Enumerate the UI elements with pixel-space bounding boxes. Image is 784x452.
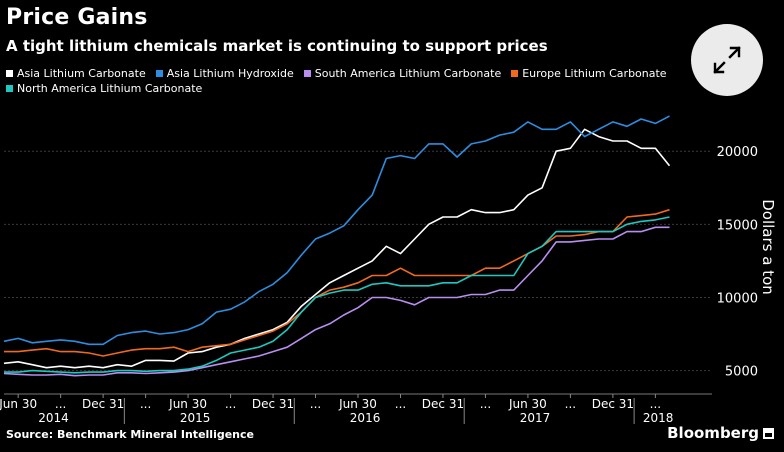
legend: Asia Lithium Carbonate Asia Lithium Hydro… (6, 66, 706, 96)
legend-item: Europe Lithium Carbonate (511, 66, 667, 81)
series-line (3, 115, 670, 346)
x-tick-label: ... (310, 397, 321, 411)
legend-item: Asia Lithium Hydroxide (155, 66, 294, 81)
chart-title: Price Gains (6, 5, 148, 30)
x-tick-label: ... (55, 397, 66, 411)
x-tick-label: ... (565, 397, 576, 411)
y-tick-label: 20000 (717, 145, 758, 160)
legend-swatch (155, 70, 163, 77)
legend-swatch (6, 85, 13, 92)
x-tick-label: ... (650, 397, 661, 411)
series-line (3, 128, 671, 369)
y-tick-label: 5000 (725, 365, 758, 380)
bloomberg-logo: Bloomberg (667, 424, 774, 442)
legend-label: Europe Lithium Carbonate (522, 67, 667, 80)
chart-subtitle: A tight lithium chemicals market is cont… (6, 37, 548, 55)
x-tick-label: Dec 31 (592, 397, 634, 411)
year-label: 2015 (180, 411, 211, 425)
series-line (4, 208, 670, 357)
x-tick-label: Jun 30 (508, 397, 547, 411)
legend-label: Asia Lithium Hydroxide (166, 67, 294, 80)
series-line (3, 226, 670, 377)
legend-item: North America Lithium Carbonate (6, 81, 202, 96)
x-tick-label: Jun 30 (0, 397, 37, 411)
brand-name: Bloomberg (667, 424, 759, 442)
expand-button[interactable] (691, 24, 763, 96)
year-label: 2014 (38, 411, 69, 425)
x-tick-label: Dec 31 (252, 397, 294, 411)
x-tick-label: Dec 31 (82, 397, 124, 411)
legend-item: Asia Lithium Carbonate (6, 66, 146, 81)
legend-label: Asia Lithium Carbonate (17, 67, 146, 80)
legend-swatch (303, 70, 311, 77)
expand-icon (713, 46, 741, 74)
y-tick-label: 10000 (717, 291, 758, 306)
legend-swatch (511, 70, 519, 77)
legend-label: North America Lithium Carbonate (17, 82, 203, 95)
x-tick-label: ... (480, 397, 491, 411)
x-tick-label: ... (395, 397, 406, 411)
y-axis-label: Dollars a ton (759, 199, 777, 295)
year-label: 2018 (643, 411, 674, 425)
year-label: 2016 (350, 411, 381, 425)
x-tick-label: Dec 31 (422, 397, 464, 411)
legend-label: South America Lithium Carbonate (314, 67, 502, 80)
x-tick-label: Jun 30 (168, 397, 207, 411)
y-tick-label: 15000 (717, 218, 758, 233)
series-line (4, 216, 670, 374)
x-tick-label: ... (225, 397, 236, 411)
legend-swatch (6, 70, 13, 77)
x-tick-label: ... (140, 397, 151, 411)
terminal-icon (763, 427, 774, 439)
legend-item: South America Lithium Carbonate (303, 66, 502, 81)
year-label: 2017 (520, 411, 551, 425)
x-tick-label: Jun 30 (338, 397, 377, 411)
source-note: Source: Benchmark Mineral Intelligence (6, 428, 254, 441)
